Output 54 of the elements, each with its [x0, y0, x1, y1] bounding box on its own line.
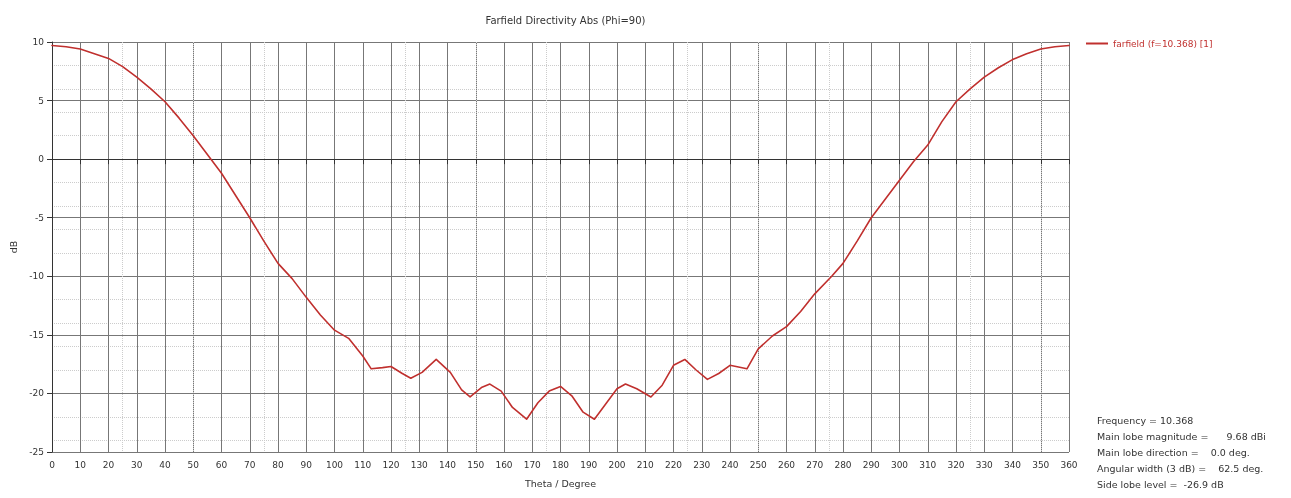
x-tick-label: 150 [467, 459, 485, 470]
y-tick-label: -20 [29, 388, 45, 399]
x-tick-label: 10 [74, 459, 87, 470]
x-tick-label: 40 [159, 459, 171, 470]
x-tick-label: 100 [325, 459, 344, 470]
x-tick-label: 170 [523, 459, 542, 470]
y-tick-label: -5 [35, 212, 44, 223]
x-tick-label: 270 [806, 459, 824, 470]
x-tick-label: 360 [1060, 459, 1078, 470]
text: Main lobe direction = 0.0 deg. [1097, 447, 1250, 458]
x-tick-label: 130 [410, 459, 429, 470]
legend-label: farfield (f=10.368) [1] [1113, 38, 1213, 49]
text: Frequency = 10.368 [1097, 415, 1194, 426]
x-axis-title: Theta / Degree [523, 477, 597, 489]
y-tick-label: -15 [29, 329, 44, 340]
text: Angular width (3 dB) = 62.5 deg. [1097, 463, 1264, 474]
x-tick-label: 60 [215, 459, 228, 470]
x-tick-label: 310 [919, 459, 937, 470]
y-tick-label: 10 [32, 37, 45, 47]
x-tick-label: 200 [608, 459, 626, 470]
text: Side lobe level = -26.9 dB [1097, 479, 1224, 490]
x-tick-label: 190 [580, 459, 598, 470]
x-tick-label: 260 [777, 459, 796, 470]
y-tick-label: 0 [38, 154, 45, 165]
x-tick-label: 50 [187, 459, 200, 470]
y-tick-label: -25 [29, 447, 44, 457]
x-tick-label: 230 [693, 459, 711, 470]
x-tick-label: 220 [664, 459, 683, 470]
x-tick-label: 20 [102, 459, 115, 470]
x-tick-label: 240 [721, 459, 739, 470]
x-tick-label: 80 [272, 459, 284, 470]
x-tick-label: 90 [300, 459, 313, 470]
y-tick-label: -10 [29, 271, 45, 282]
x-tick-label: 350 [1032, 459, 1050, 470]
x-tick-label: 110 [354, 459, 372, 470]
x-tick-label: 300 [890, 459, 909, 470]
x-tick-label: 330 [975, 459, 994, 470]
x-tick-label: 280 [834, 459, 852, 470]
x-tick-label: 0 [49, 459, 56, 470]
x-tick-label: 290 [862, 459, 881, 470]
x-tick-label: 340 [1003, 459, 1022, 470]
x-tick-label: 160 [495, 459, 513, 470]
y-tick-label: 5 [38, 95, 44, 106]
text: Main lobe magnitude = 9.68 dBi [1097, 431, 1266, 442]
x-tick-label: 250 [749, 459, 768, 470]
x-tick-label: 140 [438, 459, 457, 470]
y-axis-title: dB [7, 240, 19, 254]
chart-title: Farfield Directivity Abs (Phi=90) [485, 14, 646, 26]
x-tick-label: 30 [131, 459, 143, 470]
x-tick-label: 210 [636, 459, 655, 470]
x-tick-label: 70 [244, 459, 256, 470]
x-tick-label: 320 [947, 459, 965, 470]
x-tick-label: 180 [551, 459, 570, 470]
x-tick-label: 120 [382, 459, 400, 470]
